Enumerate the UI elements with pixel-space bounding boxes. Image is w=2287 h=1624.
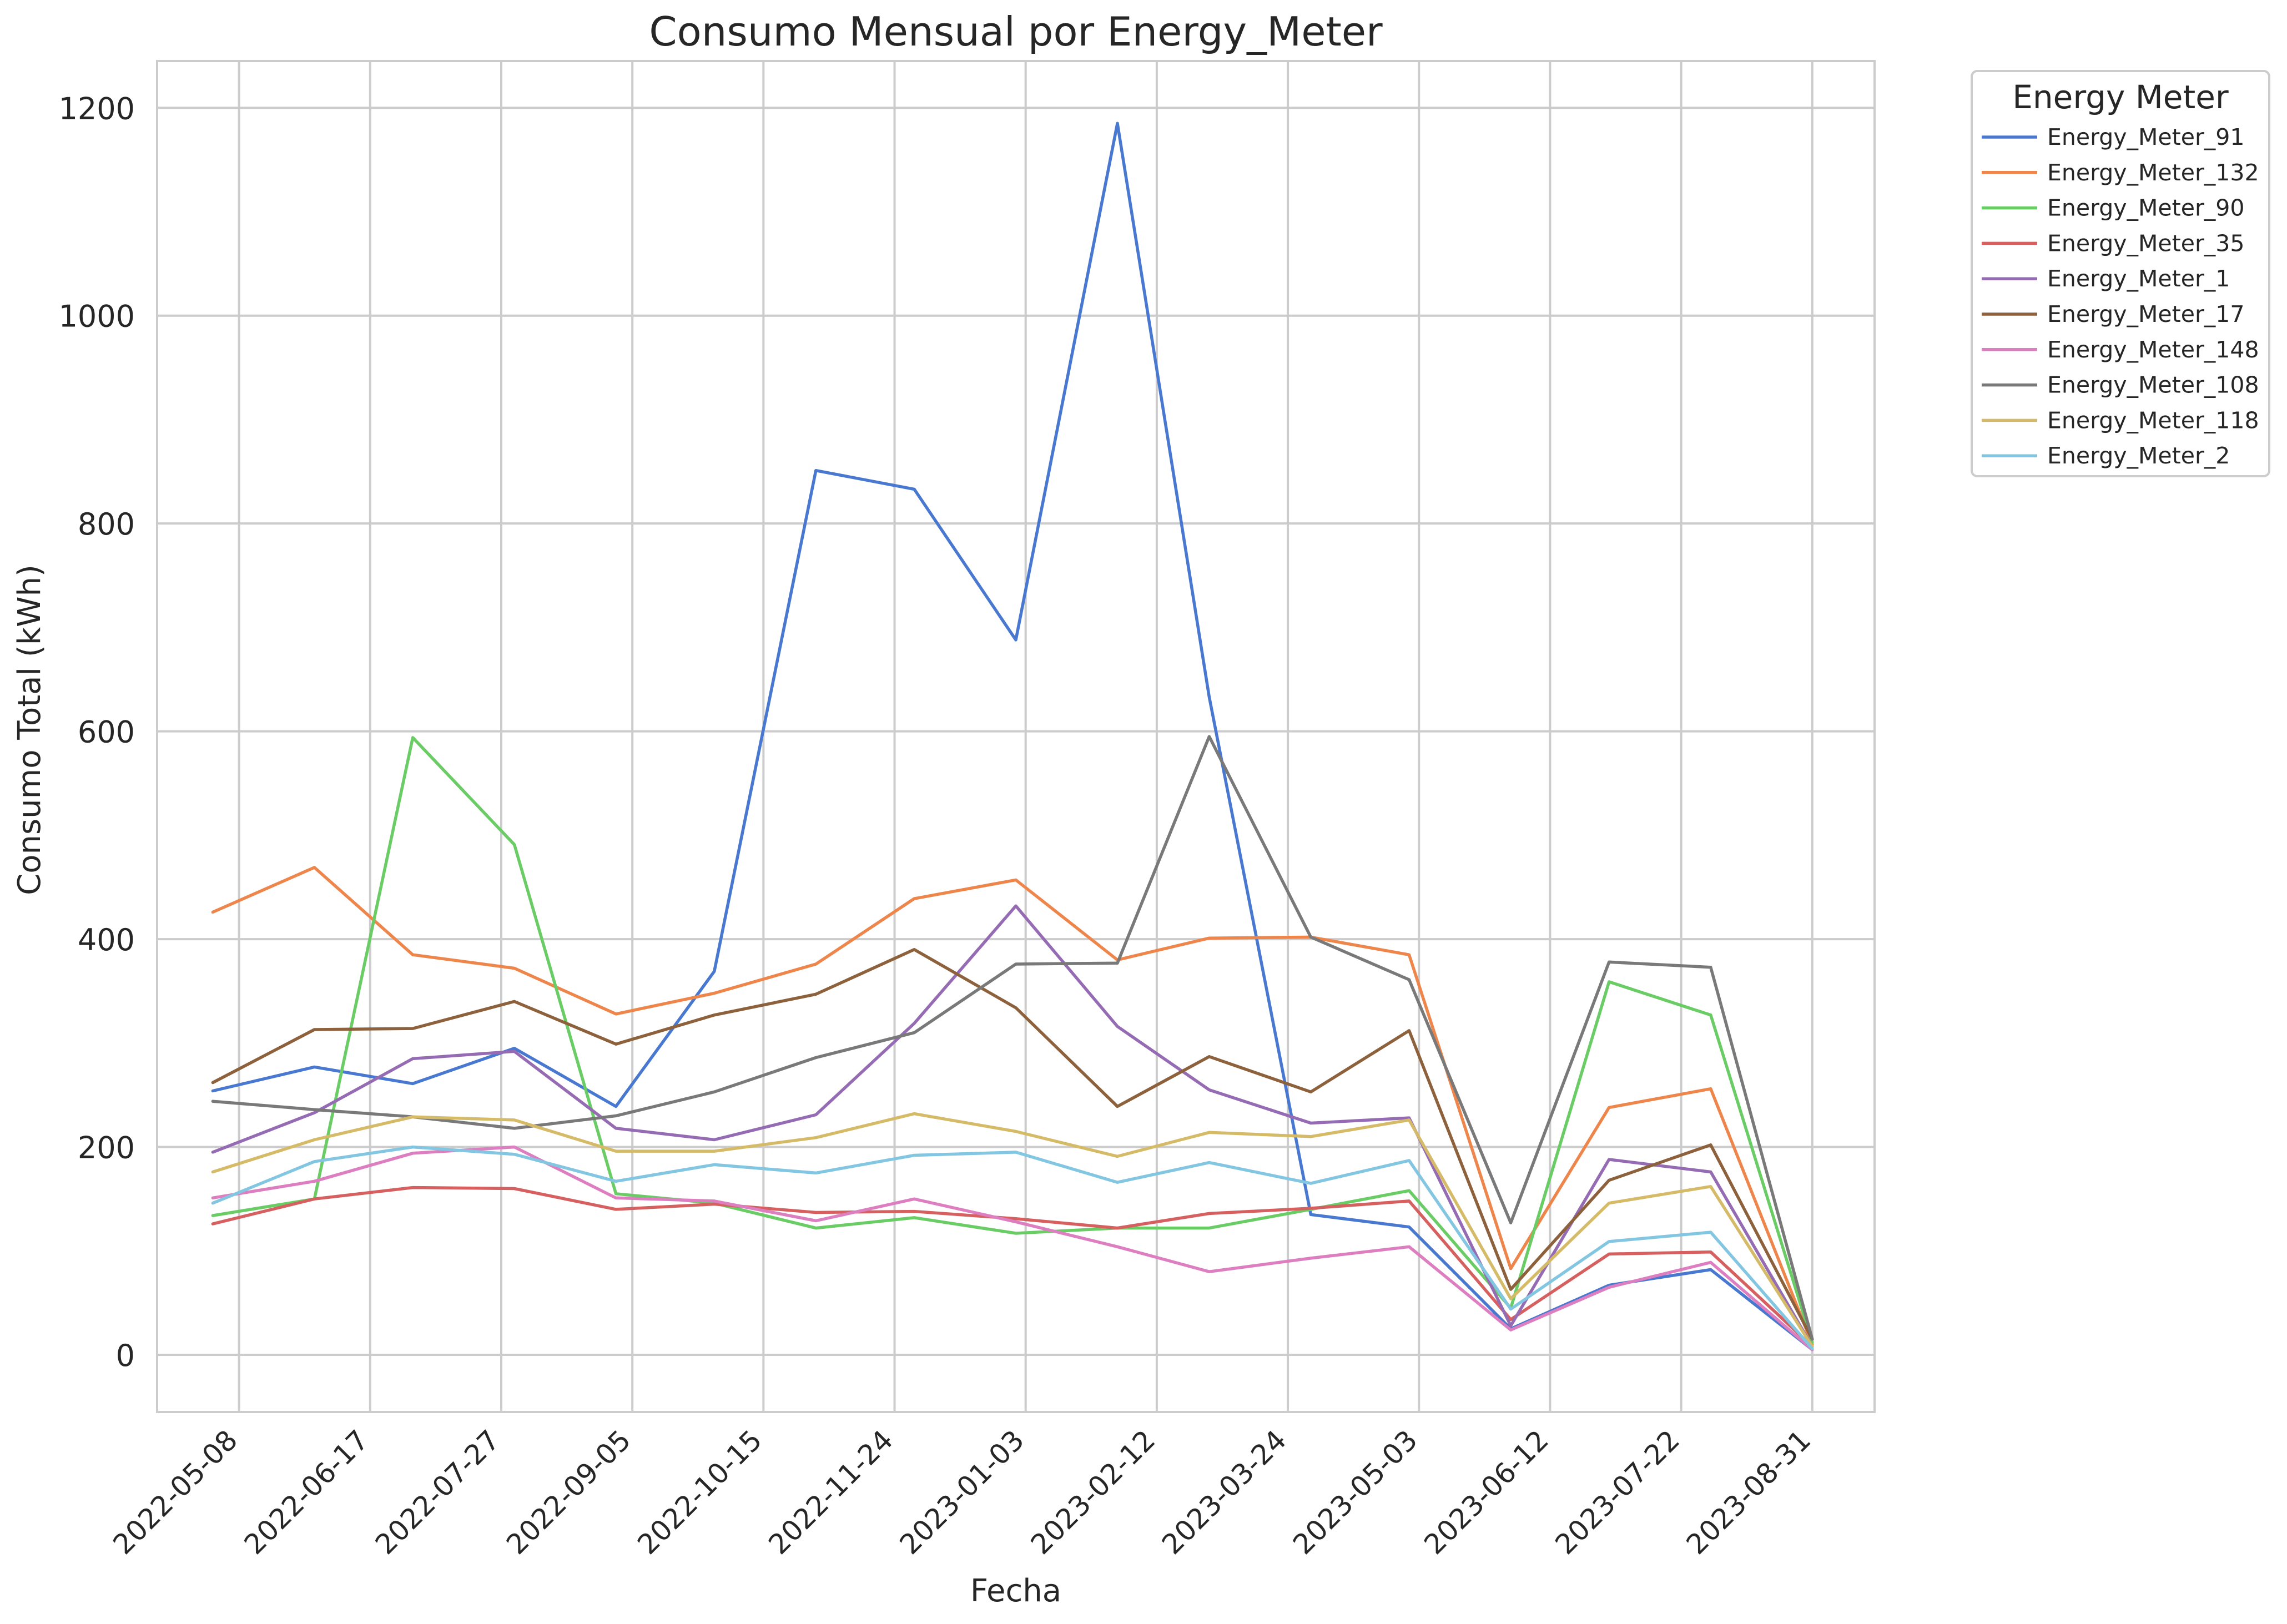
legend-label: Energy_Meter_91 — [2047, 124, 2244, 150]
legend-label: Energy_Meter_2 — [2047, 442, 2230, 469]
legend-label: Energy_Meter_108 — [2047, 372, 2259, 399]
y-tick-label: 0 — [116, 1338, 135, 1373]
series-line-energy-meter-118 — [211, 1112, 1814, 1348]
legend-title: Energy Meter — [2012, 78, 2229, 116]
x-axis-label: Fecha — [970, 1573, 1061, 1609]
y-tick-labels: 0 200 400 600 800 1000 1200 — [59, 91, 135, 1373]
y-tick-label: 200 — [78, 1131, 135, 1166]
series-line-energy-meter-1 — [211, 904, 1814, 1348]
legend: Energy Meter Energy_Meter_91Energy_Meter… — [1971, 70, 2270, 477]
series-line-energy-meter-2 — [211, 1145, 1814, 1350]
legend-label: Energy_Meter_148 — [2047, 336, 2259, 363]
series-line-energy-meter-148 — [211, 1145, 1814, 1351]
legend-box — [1971, 70, 2270, 477]
legend-label: Energy_Meter_1 — [2047, 265, 2230, 292]
legend-items: Energy_Meter_91 Energy_Meter_132 Energy_Me… — [1982, 124, 2259, 469]
y-tick-label: 800 — [78, 507, 135, 542]
series-lines — [211, 122, 1814, 1351]
series-line-energy-meter-35 — [211, 1186, 1814, 1348]
legend-label: Energy_Meter_35 — [2047, 230, 2244, 256]
grid — [157, 61, 1875, 1412]
y-tick-label: 1000 — [59, 299, 135, 334]
chart-title: Consumo Mensual por Energy_Meter — [649, 8, 1383, 55]
series-line-energy-meter-17 — [211, 948, 1814, 1341]
series-line-energy-meter-132 — [211, 866, 1814, 1346]
series-line-energy-meter-90 — [211, 736, 1814, 1344]
y-tick-label: 600 — [78, 715, 135, 750]
series-line-energy-meter-108 — [211, 735, 1814, 1341]
y-tick-label: 1200 — [59, 91, 135, 126]
y-axis-label: Consumo Total (kWh) — [12, 564, 48, 895]
legend-label: Energy_Meter_90 — [2047, 195, 2244, 221]
plot-frame — [156, 60, 1876, 1413]
legend-label: Energy_Meter_17 — [2047, 301, 2244, 327]
legend-label: Energy_Meter_118 — [2047, 407, 2259, 433]
legend-label: Energy_Meter_132 — [2047, 159, 2259, 186]
y-tick-label: 400 — [78, 922, 135, 957]
